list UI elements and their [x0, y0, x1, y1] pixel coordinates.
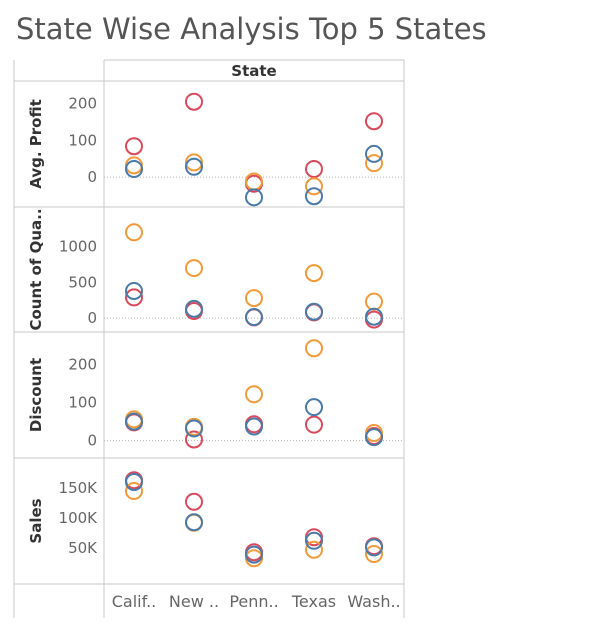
- data-point[interactable]: [365, 424, 383, 442]
- data-point[interactable]: [305, 187, 323, 206]
- data-point[interactable]: [185, 153, 203, 172]
- data-point[interactable]: [185, 430, 203, 449]
- data-point[interactable]: [245, 308, 263, 327]
- panel-label-avg-profit: Avg. Profit: [27, 99, 45, 189]
- data-point[interactable]: [125, 473, 143, 491]
- data-point[interactable]: [245, 385, 263, 404]
- y-tick-label: 0: [87, 432, 97, 450]
- data-point[interactable]: [365, 112, 383, 131]
- data-point[interactable]: [125, 160, 143, 179]
- data-point[interactable]: [365, 144, 383, 163]
- data-point[interactable]: [185, 513, 203, 532]
- data-point[interactable]: [305, 415, 323, 434]
- y-tick-label: 200: [68, 95, 97, 113]
- page-title: State Wise Analysis Top 5 States: [16, 12, 487, 46]
- data-point[interactable]: [125, 288, 143, 307]
- data-point[interactable]: [305, 160, 323, 179]
- y-tick-label: 100: [68, 394, 97, 412]
- category-label: Penn..: [229, 592, 278, 611]
- data-point[interactable]: [185, 92, 203, 111]
- data-point[interactable]: [245, 545, 263, 564]
- category-label: Calif..: [112, 592, 157, 611]
- data-point[interactable]: [305, 398, 323, 417]
- y-tick-label: 50K: [68, 539, 98, 557]
- panel-label-discount: Discount: [27, 358, 45, 432]
- data-point[interactable]: [185, 419, 203, 438]
- category-label: Wash..: [347, 592, 400, 611]
- data-point[interactable]: [125, 412, 143, 431]
- data-point[interactable]: [125, 137, 143, 156]
- data-point[interactable]: [365, 154, 383, 173]
- data-point[interactable]: [185, 157, 203, 176]
- data-point[interactable]: [125, 482, 143, 500]
- data-point[interactable]: [245, 289, 263, 308]
- y-tick-label: 100K: [59, 509, 99, 527]
- data-point[interactable]: [365, 428, 383, 447]
- y-tick-label: 100: [68, 131, 97, 149]
- data-point[interactable]: [305, 264, 323, 283]
- data-point[interactable]: [305, 177, 323, 196]
- data-point[interactable]: [245, 188, 263, 207]
- y-tick-label: 150K: [59, 479, 99, 497]
- data-point[interactable]: [305, 302, 323, 321]
- panel-label-count-of-qua: Count of Qua..: [27, 208, 45, 330]
- data-point[interactable]: [305, 540, 323, 559]
- category-label: New ..: [169, 592, 219, 611]
- category-label: Texas: [291, 592, 336, 611]
- data-point[interactable]: [185, 259, 203, 278]
- data-point[interactable]: [365, 538, 383, 557]
- y-tick-label: 0: [87, 168, 97, 186]
- data-point[interactable]: [125, 223, 143, 242]
- data-point[interactable]: [365, 292, 383, 311]
- data-point[interactable]: [245, 417, 263, 436]
- data-point[interactable]: [365, 545, 383, 563]
- data-point[interactable]: [365, 307, 383, 326]
- y-tick-label: 0: [87, 309, 97, 327]
- data-point[interactable]: [125, 281, 143, 300]
- y-tick-label: 200: [68, 356, 97, 374]
- data-point[interactable]: [185, 492, 203, 511]
- data-point[interactable]: [305, 339, 323, 358]
- data-point[interactable]: [185, 299, 203, 318]
- column-header-state: State: [231, 62, 276, 80]
- panel-label-sales: Sales: [27, 498, 45, 543]
- data-point[interactable]: [125, 156, 143, 175]
- y-tick-label: 500: [68, 273, 97, 291]
- y-tick-label: 1000: [59, 238, 97, 256]
- data-point[interactable]: [305, 531, 323, 550]
